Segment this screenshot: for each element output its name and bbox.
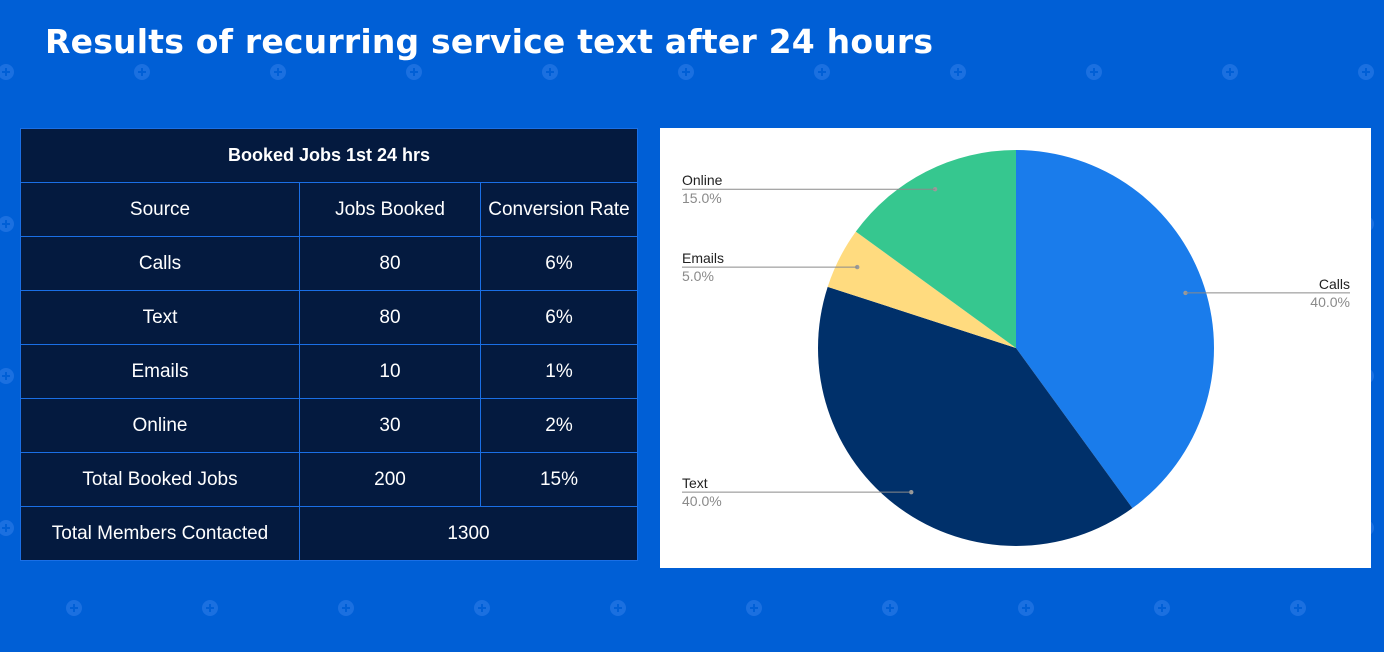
- bg-plus-cross: [614, 604, 622, 612]
- bg-plus-cross: [1090, 68, 1098, 76]
- table-cell-source: Emails: [20, 344, 300, 399]
- bg-plus-cross: [274, 68, 282, 76]
- slice-label-calls: Calls: [1319, 276, 1350, 292]
- bg-plus-cross: [2, 372, 10, 380]
- bg-plus-icon: [610, 600, 626, 616]
- bg-plus-cross: [2, 220, 10, 228]
- bg-plus-cross: [2, 68, 10, 76]
- column-header-jobs-booked: Jobs Booked: [299, 182, 481, 237]
- bg-plus-cross: [818, 68, 826, 76]
- bg-plus-cross: [70, 604, 78, 612]
- bg-plus-cross: [342, 604, 350, 612]
- bg-plus-cross: [206, 604, 214, 612]
- table-cell-rate: 1%: [480, 344, 638, 399]
- bg-plus-icon: [0, 216, 14, 232]
- slice-percent-calls: 40.0%: [1310, 294, 1350, 310]
- table-cell-source: Calls: [20, 236, 300, 291]
- bg-plus-icon: [882, 600, 898, 616]
- pie-slice-calls: [1016, 150, 1214, 509]
- bg-plus-icon: [950, 64, 966, 80]
- members-contacted-row: Total Members Contacted 1300: [20, 506, 638, 561]
- table-cell-jobs: 10: [299, 344, 481, 399]
- bg-plus-icon: [202, 600, 218, 616]
- table-heading: Booked Jobs 1st 24 hrs: [20, 128, 638, 183]
- bg-plus-icon: [678, 64, 694, 80]
- bg-plus-cross: [682, 68, 690, 76]
- slice-label-text: Text: [682, 475, 708, 491]
- column-header-conversion-rate: Conversion Rate: [480, 182, 638, 237]
- table-cell-jobs: 30: [299, 398, 481, 453]
- table-cell-rate: 6%: [480, 290, 638, 345]
- members-contacted-label: Total Members Contacted: [20, 506, 300, 561]
- bg-plus-cross: [750, 604, 758, 612]
- slice-label-online: Online: [682, 172, 723, 188]
- pie-slice-text: [818, 286, 1133, 546]
- leader-dot-emails: [855, 264, 860, 270]
- table-row: Text 80 6%: [20, 290, 638, 345]
- bg-plus-cross: [138, 68, 146, 76]
- total-booked-rate: 15%: [480, 452, 638, 507]
- members-contacted-value: 1300: [299, 506, 638, 561]
- column-header-source: Source: [20, 182, 300, 237]
- bg-plus-icon: [338, 600, 354, 616]
- bg-plus-cross: [1158, 604, 1166, 612]
- total-booked-jobs: 200: [299, 452, 481, 507]
- table-cell-jobs: 80: [299, 290, 481, 345]
- table-cell-source: Text: [20, 290, 300, 345]
- pie-chart: Calls 40.0% Text 40.0% Emails 5.0% Online 15.0%: [682, 150, 1350, 546]
- table-row: Calls 80 6%: [20, 236, 638, 291]
- table-header-row: Source Jobs Booked Conversion Rate: [20, 182, 638, 237]
- bg-plus-icon: [1358, 64, 1374, 80]
- bg-plus-icon: [1154, 600, 1170, 616]
- bg-plus-cross: [954, 68, 962, 76]
- bg-plus-cross: [478, 604, 486, 612]
- bg-plus-icon: [406, 64, 422, 80]
- page-title: Results of recurring service text after …: [45, 22, 934, 61]
- slice-percent-online: 15.0%: [682, 190, 722, 206]
- bg-plus-cross: [1362, 68, 1370, 76]
- pie-slice-emails: [827, 231, 1016, 348]
- bg-plus-icon: [0, 368, 14, 384]
- bg-plus-icon: [66, 600, 82, 616]
- bg-plus-icon: [1018, 600, 1034, 616]
- bg-plus-icon: [134, 64, 150, 80]
- bg-plus-cross: [546, 68, 554, 76]
- table-row: Emails 10 1%: [20, 344, 638, 399]
- bg-plus-icon: [1222, 64, 1238, 80]
- bg-plus-icon: [746, 600, 762, 616]
- bg-plus-icon: [0, 520, 14, 536]
- bg-plus-cross: [1294, 604, 1302, 612]
- table-cell-rate: 2%: [480, 398, 638, 453]
- bg-plus-icon: [1086, 64, 1102, 80]
- bg-plus-cross: [886, 604, 894, 612]
- bg-plus-icon: [814, 64, 830, 80]
- table-cell-jobs: 80: [299, 236, 481, 291]
- pie-slice-online: [855, 150, 1016, 348]
- total-booked-row: Total Booked Jobs 200 15%: [20, 452, 638, 507]
- table-cell-rate: 6%: [480, 236, 638, 291]
- bg-plus-icon: [0, 64, 14, 80]
- bg-plus-icon: [542, 64, 558, 80]
- bg-plus-cross: [2, 524, 10, 532]
- bg-plus-icon: [1290, 600, 1306, 616]
- bg-plus-cross: [1022, 604, 1030, 612]
- slice-percent-text: 40.0%: [682, 493, 722, 509]
- slice-label-emails: Emails: [682, 250, 724, 266]
- booked-jobs-table-container: Booked Jobs 1st 24 hrs Source Jobs Booke…: [20, 128, 638, 561]
- bg-plus-icon: [270, 64, 286, 80]
- bg-plus-cross: [410, 68, 418, 76]
- booked-jobs-table: Booked Jobs 1st 24 hrs Source Jobs Booke…: [20, 128, 638, 561]
- table-cell-source: Online: [20, 398, 300, 453]
- table-heading-row: Booked Jobs 1st 24 hrs: [20, 128, 638, 183]
- table-row: Online 30 2%: [20, 398, 638, 453]
- total-booked-label: Total Booked Jobs: [20, 452, 300, 507]
- slice-percent-emails: 5.0%: [682, 268, 714, 284]
- bg-plus-cross: [1226, 68, 1234, 76]
- bg-plus-icon: [474, 600, 490, 616]
- pie-chart-panel: Calls 40.0% Text 40.0% Emails 5.0% Online 15.0%: [660, 128, 1371, 568]
